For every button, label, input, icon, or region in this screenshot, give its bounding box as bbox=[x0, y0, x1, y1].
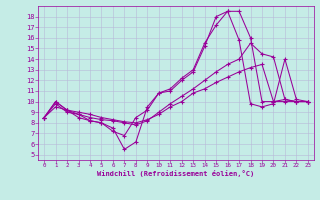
X-axis label: Windchill (Refroidissement éolien,°C): Windchill (Refroidissement éolien,°C) bbox=[97, 170, 255, 177]
